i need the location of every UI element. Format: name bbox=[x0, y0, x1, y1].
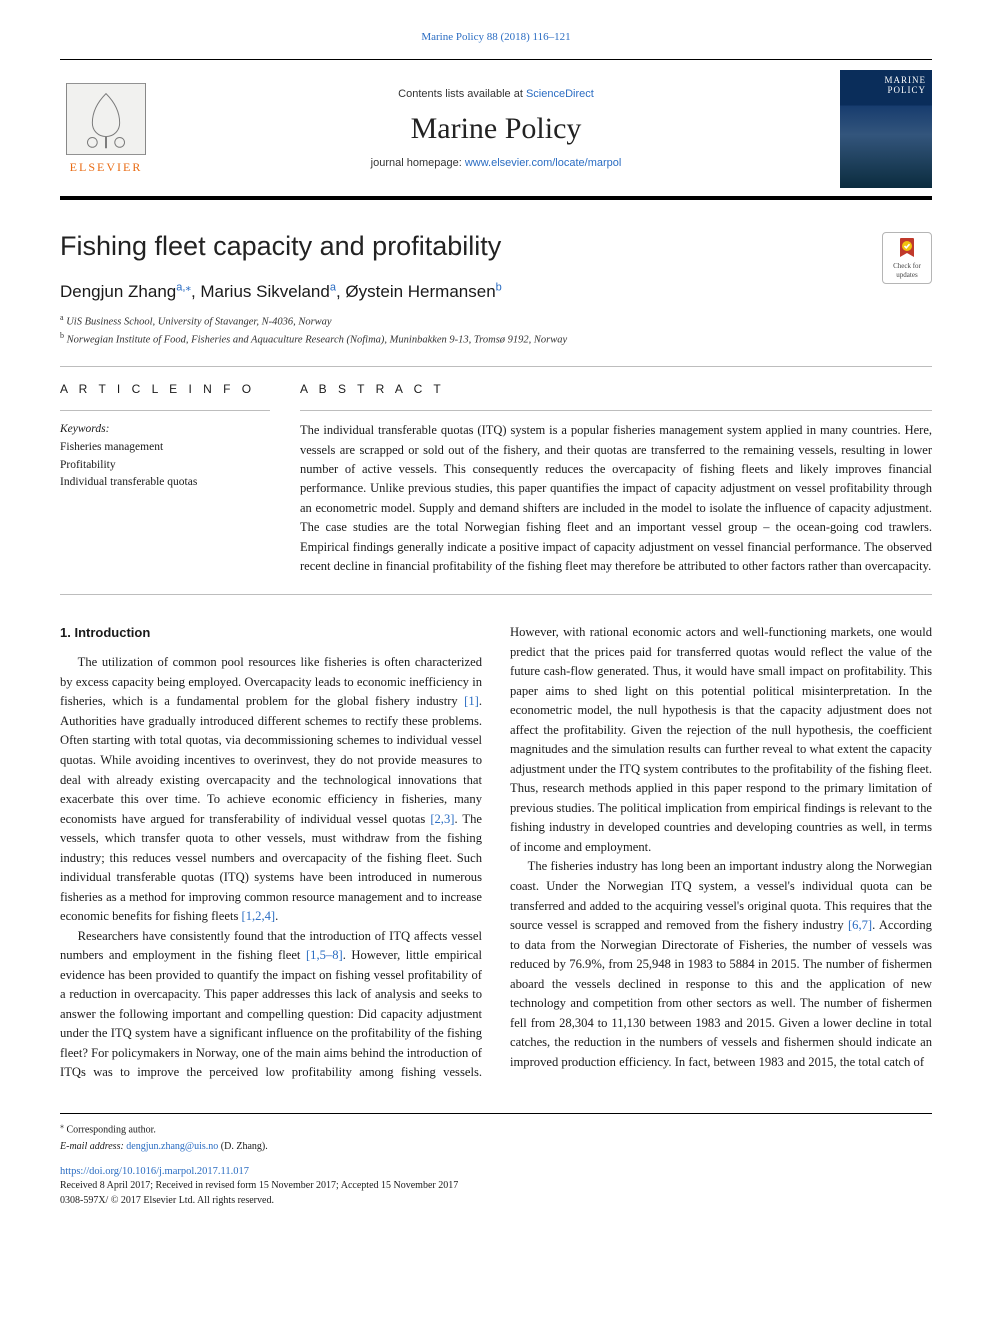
issn-line: 0308-597X/ © 2017 Elsevier Ltd. All righ… bbox=[60, 1194, 932, 1209]
article-info-col: A R T I C L E I N F O Keywords: Fisherie… bbox=[60, 381, 270, 576]
affil-b: Norwegian Institute of Food, Fisheries a… bbox=[67, 335, 568, 346]
author-3-affil: b bbox=[496, 282, 502, 294]
affiliations: a UiS Business School, University of Sta… bbox=[60, 312, 932, 349]
keyword: Profitability bbox=[60, 457, 270, 474]
journal-cover-thumbnail: MARINEPOLICY bbox=[840, 70, 932, 188]
ref-link[interactable]: [1] bbox=[464, 694, 479, 708]
keywords-list: Fisheries management Profitability Indiv… bbox=[60, 439, 270, 491]
masthead-center: Contents lists available at ScienceDirec… bbox=[170, 70, 822, 188]
email-label: E-mail address: bbox=[60, 1141, 126, 1152]
footer-block: ⁎ Corresponding author. E-mail address: … bbox=[60, 1113, 932, 1209]
title-block: Fishing fleet capacity and profitability… bbox=[60, 228, 932, 348]
para: The fisheries industry has long been an … bbox=[510, 857, 932, 1072]
doi-link[interactable]: https://doi.org/10.1016/j.marpol.2017.11… bbox=[60, 1164, 932, 1179]
masthead: ELSEVIER Contents lists available at Sci… bbox=[60, 59, 932, 200]
check-updates-label: Check for updates bbox=[883, 262, 931, 282]
author-list: Dengjun Zhanga,⁎, Marius Sikvelanda, Øys… bbox=[60, 280, 932, 304]
body-text: 1. Introduction The utilization of commo… bbox=[60, 623, 932, 1082]
affil-a: UiS Business School, University of Stava… bbox=[66, 316, 331, 327]
check-updates[interactable]: Check for updates bbox=[882, 232, 932, 284]
author-3: , Øystein Hermansen bbox=[336, 282, 496, 301]
elsevier-wordmark: ELSEVIER bbox=[70, 159, 143, 176]
homepage-link[interactable]: www.elsevier.com/locate/marpol bbox=[465, 157, 622, 169]
abstract-heading: A B S T R A C T bbox=[300, 381, 932, 398]
ref-link[interactable]: [1,5–8] bbox=[306, 948, 343, 962]
author-2: , Marius Sikveland bbox=[191, 282, 330, 301]
info-rule bbox=[60, 410, 270, 411]
ref-link[interactable]: [6,7] bbox=[848, 918, 872, 932]
journal-title: Marine Policy bbox=[170, 108, 822, 150]
abstract-text: The individual transferable quotas (ITQ)… bbox=[300, 421, 932, 576]
contents-prefix: Contents lists available at bbox=[398, 88, 526, 100]
author-1: Dengjun Zhang bbox=[60, 282, 176, 301]
rule-above-info bbox=[60, 366, 932, 367]
section-heading: 1. Introduction bbox=[60, 623, 482, 643]
bookmark-check-icon bbox=[895, 236, 919, 260]
ref-link[interactable]: [1,2,4] bbox=[242, 909, 276, 923]
homepage-prefix: journal homepage: bbox=[371, 157, 465, 169]
ref-link[interactable]: [2,3] bbox=[430, 812, 454, 826]
article-info-heading: A R T I C L E I N F O bbox=[60, 381, 270, 398]
keyword: Fisheries management bbox=[60, 439, 270, 456]
article-title: Fishing fleet capacity and profitability bbox=[60, 228, 932, 266]
email-line: E-mail address: dengjun.zhang@uis.no (D.… bbox=[60, 1140, 932, 1155]
email-link[interactable]: dengjun.zhang@uis.no bbox=[126, 1141, 218, 1152]
homepage-line: journal homepage: www.elsevier.com/locat… bbox=[170, 156, 822, 171]
publisher-logo: ELSEVIER bbox=[60, 70, 152, 188]
abs-rule bbox=[300, 410, 932, 411]
keywords-heading: Keywords: bbox=[60, 421, 270, 437]
cover-title: MARINEPOLICY bbox=[840, 70, 932, 96]
elsevier-tree-icon bbox=[66, 83, 146, 155]
sciencedirect-link[interactable]: ScienceDirect bbox=[526, 88, 594, 100]
para: The utilization of common pool resources… bbox=[60, 653, 482, 926]
keyword: Individual transferable quotas bbox=[60, 474, 270, 491]
contents-line: Contents lists available at ScienceDirec… bbox=[170, 87, 822, 102]
email-suffix: (D. Zhang). bbox=[218, 1141, 267, 1152]
abstract-col: A B S T R A C T The individual transfera… bbox=[300, 381, 932, 576]
top-citation: Marine Policy 88 (2018) 116–121 bbox=[60, 30, 932, 45]
corresponding-author: ⁎ Corresponding author. bbox=[60, 1120, 932, 1138]
history-line: Received 8 April 2017; Received in revis… bbox=[60, 1179, 932, 1194]
info-abstract-row: A R T I C L E I N F O Keywords: Fisherie… bbox=[60, 381, 932, 595]
top-citation-link[interactable]: Marine Policy 88 (2018) 116–121 bbox=[421, 31, 570, 43]
